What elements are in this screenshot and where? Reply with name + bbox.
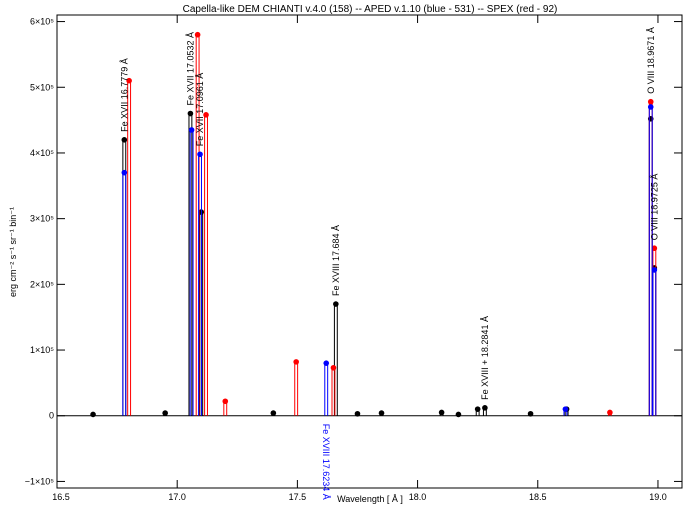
line-marker xyxy=(222,398,229,405)
x-tick-label: 17.5 xyxy=(289,492,307,502)
line-marker xyxy=(651,267,658,273)
x-tick-label: 18.0 xyxy=(409,492,427,502)
line-marker xyxy=(126,77,132,84)
line-marker xyxy=(378,410,385,416)
line-marker xyxy=(188,127,195,133)
line-marker xyxy=(562,406,569,412)
line-annotation: Fe XVII 17.0532 Å xyxy=(185,32,195,106)
line-marker xyxy=(455,411,462,418)
y-tick-label: 4×10⁵ xyxy=(30,148,54,158)
spectral-bin xyxy=(331,367,336,416)
x-tick-label: 19.0 xyxy=(649,492,667,502)
line-annotation: O VIII 18.9725 Å xyxy=(649,174,659,241)
x-tick-label: 18.5 xyxy=(529,492,547,502)
line-marker xyxy=(323,360,330,366)
y-tick-label: −1×10⁵ xyxy=(25,476,55,486)
line-marker xyxy=(203,112,209,118)
line-marker xyxy=(482,405,488,411)
line-marker xyxy=(607,409,613,416)
line-marker xyxy=(330,364,337,371)
x-tick-label: 16.5 xyxy=(52,492,70,502)
line-marker xyxy=(438,409,445,416)
line-marker xyxy=(647,98,654,105)
line-marker xyxy=(647,115,654,122)
line-annotation: Fe XVIII + 18.2841 Å xyxy=(480,316,490,400)
line-marker xyxy=(651,245,658,252)
line-marker xyxy=(162,410,168,416)
line-marker xyxy=(121,169,128,176)
line-marker xyxy=(90,411,96,418)
line-marker xyxy=(187,110,194,117)
line-marker xyxy=(270,410,277,416)
plot-frame xyxy=(56,14,683,489)
spectral-bin xyxy=(294,361,299,416)
line-marker xyxy=(474,406,481,412)
y-tick-label: 0 xyxy=(49,411,54,421)
y-tick-label: 2×10⁵ xyxy=(30,279,54,289)
spectral-bin xyxy=(122,172,127,416)
spectral-bin xyxy=(652,269,657,416)
line-marker xyxy=(527,410,534,417)
x-axis-label: Wavelength [ Å ] xyxy=(337,494,403,504)
spectral-bin xyxy=(204,114,208,416)
line-annotation: Fe XVIII 17.684 Å xyxy=(331,225,341,296)
chart-title: Capella-like DEM CHIANTI v.4.0 (158) -- … xyxy=(183,4,558,15)
line-annotation: O VIII 18.9671 Å xyxy=(646,27,656,94)
line-marker xyxy=(647,104,654,110)
line-marker xyxy=(333,301,339,307)
line-marker xyxy=(197,151,203,158)
spectral-bin xyxy=(648,106,653,416)
y-tick-label: 5×10⁵ xyxy=(30,82,54,92)
line-marker xyxy=(354,410,361,417)
line-annotation: Fe XVII 16.7779 Å xyxy=(119,58,129,132)
y-tick-label: 6×10⁵ xyxy=(30,17,54,27)
line-annotation: Fe XVIII 17.6234 Å xyxy=(321,424,331,500)
x-tick-label: 17.0 xyxy=(168,492,186,502)
y-axis-label: erg cm⁻² s⁻¹ sr⁻¹ bin⁻¹ xyxy=(8,207,18,297)
line-marker xyxy=(293,359,299,365)
line-marker xyxy=(194,31,201,38)
line-annotation: Fe XVII 17.0961 Å xyxy=(195,73,205,147)
line-marker xyxy=(121,137,128,143)
y-tick-label: 1×10⁵ xyxy=(30,345,54,355)
spectral-bin xyxy=(324,362,329,416)
y-tick-label: 3×10⁵ xyxy=(30,214,54,224)
